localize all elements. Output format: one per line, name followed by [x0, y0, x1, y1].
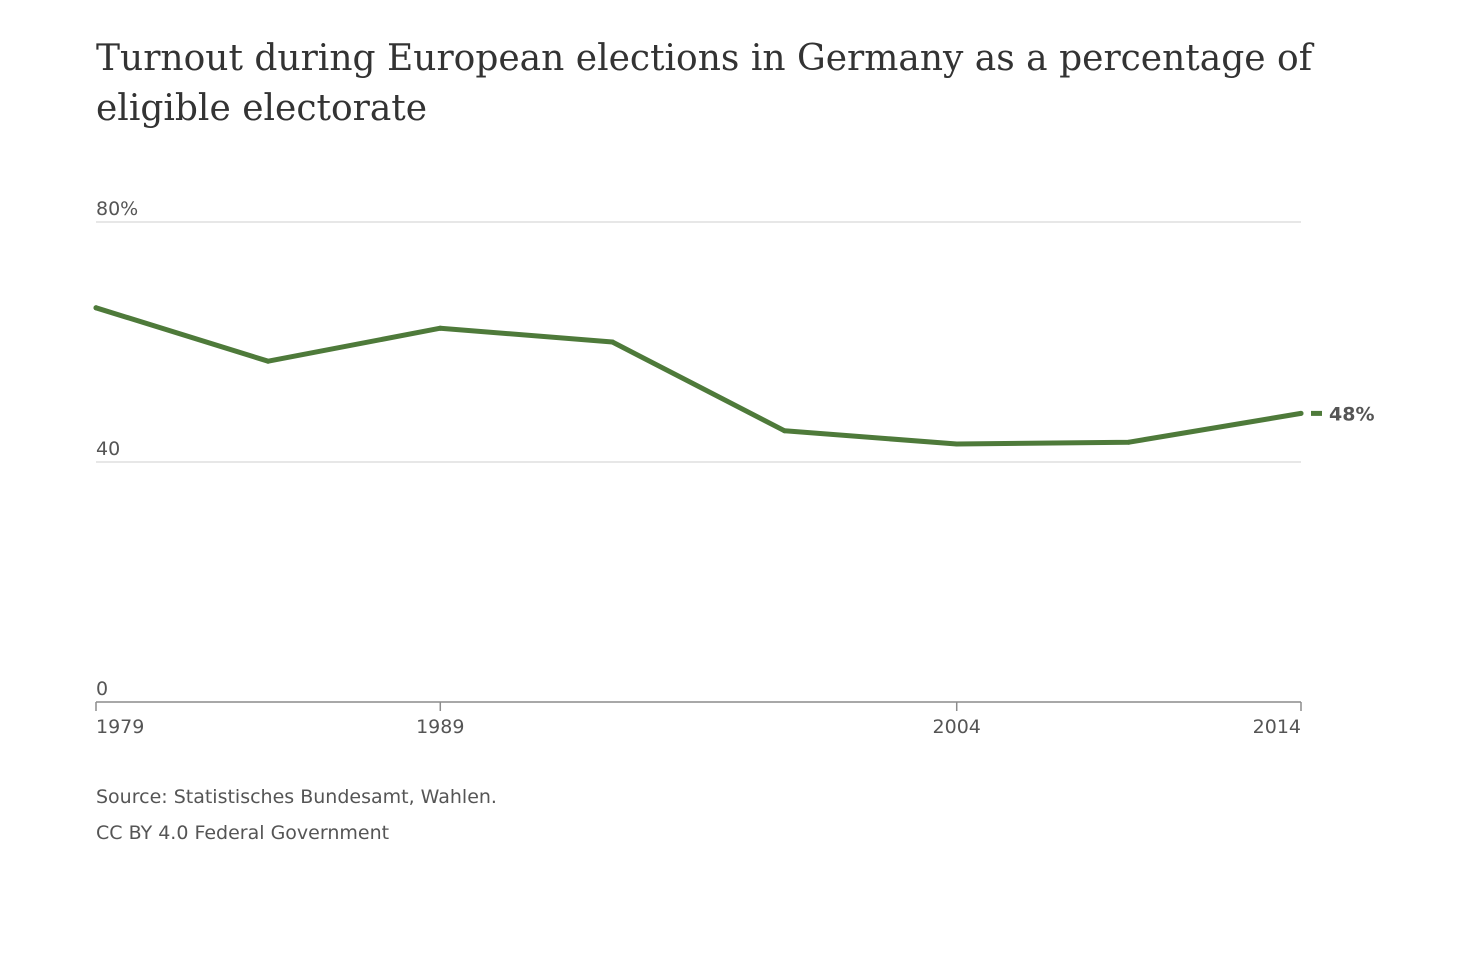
data-point-1984 [265, 358, 271, 364]
gridlines [96, 221, 1301, 703]
end-value-label: 48% [1329, 403, 1374, 425]
series-layer [93, 305, 1304, 447]
source-note: Source: Statistisches Bundesamt, Wahlen. [96, 786, 497, 808]
data-point-1989 [437, 325, 443, 331]
data-point-1999 [782, 428, 788, 434]
data-point-2004 [954, 441, 960, 447]
x-tick-label-2004: 2004 [933, 716, 981, 738]
end-label-layer: 48% [1311, 403, 1374, 425]
y-tick-label-2: 0 [96, 678, 108, 700]
y-axis-tick-labels: 80% 40 0 [96, 198, 138, 700]
data-point-1994 [609, 339, 615, 345]
data-point-2009 [1126, 439, 1132, 445]
x-tick-label-1989: 1989 [416, 716, 464, 738]
data-point-1979 [93, 305, 99, 311]
x-tick-label-2014: 2014 [1253, 716, 1301, 738]
y-tick-label-0: 80% [96, 198, 138, 220]
series-line-0 [93, 305, 1304, 447]
y-tick-label-1: 40 [96, 438, 120, 460]
license-note: CC BY 4.0 Federal Government [96, 822, 390, 844]
data-point-2014 [1298, 410, 1304, 416]
x-axis: 1979 1989 2004 2014 [95, 702, 1302, 738]
x-tick-label-1979: 1979 [96, 716, 144, 738]
chart-title: Turnout during European elections in Ger… [96, 38, 1313, 129]
